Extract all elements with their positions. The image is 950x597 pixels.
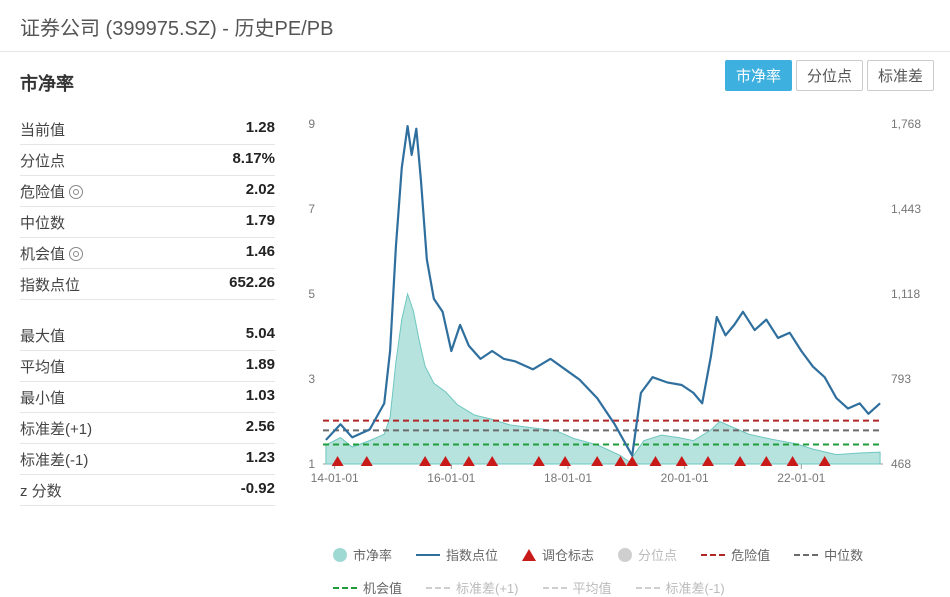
stats-label: 指数点位 <box>20 274 80 295</box>
legend-label: 标准差(+1) <box>456 578 518 597</box>
stats-row: 标准差(-1) 1.23 <box>20 444 275 475</box>
legend-item[interactable]: 指数点位 <box>416 545 498 564</box>
legend-swatch <box>333 548 347 562</box>
stats-value: 8.17% <box>232 150 275 171</box>
legend-label: 中位数 <box>824 545 863 564</box>
legend-label: 标准差(-1) <box>666 578 725 597</box>
stats-bottom: 最大值 5.04 平均值 1.89 最小值 1.03 标准差(+1) 2.56 标准差(-1) 1… <box>20 320 275 506</box>
stats-label: 中位数 <box>20 212 65 233</box>
stats-value: 1.46 <box>246 243 275 264</box>
stats-label: 最小值 <box>20 387 65 408</box>
legend-swatch <box>543 587 567 589</box>
stats-label: 最大值 <box>20 325 65 346</box>
stats-label: 机会值 <box>20 243 83 264</box>
legend-swatch <box>794 554 818 556</box>
legend: 市净率 指数点位 调仓标志 分位点 危险值 中位数机会值 标准差(+1) 平均值 标准差(-1) <box>293 539 933 597</box>
stats-value: 2.56 <box>246 418 275 439</box>
legend-label: 机会值 <box>363 578 402 597</box>
svg-text:468: 468 <box>891 457 911 471</box>
legend-swatch <box>416 554 440 556</box>
stats-row: 标准差(+1) 2.56 <box>20 413 275 444</box>
stats-row: 当前值 1.28 <box>20 114 275 145</box>
stats-value: 2.02 <box>246 181 275 202</box>
legend-swatch <box>636 587 660 589</box>
stats-value: -0.92 <box>241 480 275 501</box>
stats-value: 1.03 <box>246 387 275 408</box>
svg-text:14-01-01: 14-01-01 <box>311 471 359 485</box>
stats-value: 652.26 <box>229 274 275 295</box>
stats-row: 中位数 1.79 <box>20 207 275 238</box>
stats-row: 机会值 1.46 <box>20 238 275 269</box>
page-title: 证券公司 (399975.SZ) - 历史PE/PB <box>0 0 950 52</box>
chart-panel: 1 3 5 7 9 468 793 1,118 1,443 1,768 14-01-01 16-01-… <box>275 52 940 534</box>
svg-text:22-01-01: 22-01-01 <box>777 471 825 485</box>
page-root: 证券公司 (399975.SZ) - 历史PE/PB 市净率分位点标准差 市净率… <box>0 0 950 577</box>
stats-label: z 分数 <box>20 480 62 501</box>
svg-text:1,768: 1,768 <box>891 117 921 131</box>
stats-value: 1.89 <box>246 356 275 377</box>
chart-svg[interactable]: 1 3 5 7 9 468 793 1,118 1,443 1,768 14-01-01 16-01-… <box>293 74 933 534</box>
legend-swatch <box>522 549 536 561</box>
stats-label: 平均值 <box>20 356 65 377</box>
gear-icon[interactable] <box>69 247 83 261</box>
chart-box: 1 3 5 7 9 468 793 1,118 1,443 1,768 14-01-01 16-01-… <box>293 74 933 534</box>
stats-top: 当前值1.28分位点8.17%危险值 2.02中位数1.79机会值 1.46指数… <box>20 114 275 300</box>
legend-item[interactable]: 市净率 <box>333 545 392 564</box>
legend-swatch <box>333 587 357 589</box>
svg-text:5: 5 <box>308 287 315 301</box>
stats-label: 分位点 <box>20 150 65 171</box>
svg-text:1: 1 <box>308 457 315 471</box>
stats-row: 最大值 5.04 <box>20 320 275 351</box>
legend-label: 指数点位 <box>446 545 498 564</box>
legend-item[interactable]: 分位点 <box>618 545 677 564</box>
svg-text:16-01-01: 16-01-01 <box>427 471 475 485</box>
section-header: 市净率 <box>20 70 275 96</box>
stats-value: 1.23 <box>246 449 275 470</box>
legend-label: 市净率 <box>353 545 392 564</box>
stats-row: 指数点位 652.26 <box>20 269 275 300</box>
stats-row: z 分数 -0.92 <box>20 475 275 506</box>
svg-text:1,443: 1,443 <box>891 202 921 216</box>
legend-swatch <box>618 548 632 562</box>
stats-value: 1.79 <box>246 212 275 233</box>
svg-text:20-01-01: 20-01-01 <box>661 471 709 485</box>
svg-text:3: 3 <box>308 372 315 386</box>
stats-value: 1.28 <box>246 119 275 140</box>
stats-label: 危险值 <box>20 181 83 202</box>
left-panel: 市净率 当前值 1.28 分位点 8.17% 危险值 2.02 中位数 1.79 机会值 1.… <box>20 52 275 534</box>
stats-label: 标准差(+1) <box>20 418 92 439</box>
stats-label: 标准差(-1) <box>20 449 88 470</box>
stats-row: 平均值 1.89 <box>20 351 275 382</box>
legend-label: 分位点 <box>638 545 677 564</box>
gear-icon[interactable] <box>69 185 83 199</box>
body: 市净率 当前值 1.28 分位点 8.17% 危险值 2.02 中位数 1.79 机会值 1.… <box>0 52 950 534</box>
legend-item[interactable]: 标准差(+1) <box>426 578 518 597</box>
legend-item[interactable]: 标准差(-1) <box>636 578 725 597</box>
legend-item[interactable]: 调仓标志 <box>522 545 594 564</box>
stats-label: 当前值 <box>20 119 65 140</box>
stats-row: 最小值 1.03 <box>20 382 275 413</box>
legend-item[interactable]: 机会值 <box>333 578 402 597</box>
legend-item[interactable]: 中位数 <box>794 545 863 564</box>
legend-item[interactable]: 危险值 <box>701 545 770 564</box>
legend-item[interactable]: 平均值 <box>543 578 612 597</box>
svg-text:1,118: 1,118 <box>891 287 920 301</box>
stats-row: 分位点 8.17% <box>20 145 275 176</box>
stats-row: 危险值 2.02 <box>20 176 275 207</box>
svg-text:7: 7 <box>308 202 315 216</box>
svg-text:18-01-01: 18-01-01 <box>544 471 592 485</box>
legend-label: 调仓标志 <box>542 545 594 564</box>
svg-text:9: 9 <box>308 117 315 131</box>
svg-text:793: 793 <box>891 372 911 386</box>
legend-swatch <box>701 554 725 556</box>
legend-swatch <box>426 587 450 589</box>
legend-label: 危险值 <box>731 545 770 564</box>
section-title: 市净率 <box>20 70 74 96</box>
stats-value: 5.04 <box>246 325 275 346</box>
legend-label: 平均值 <box>573 578 612 597</box>
